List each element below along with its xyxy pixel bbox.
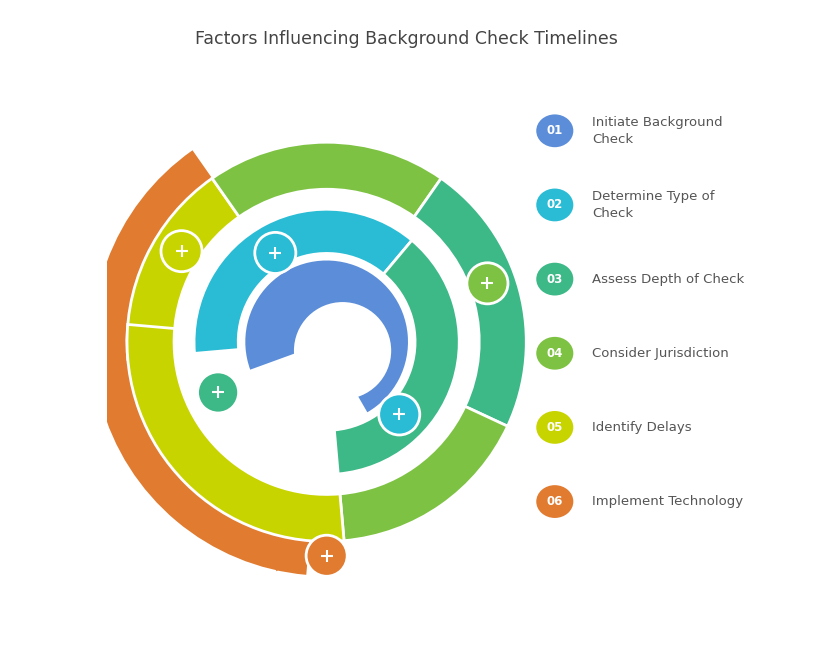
Circle shape [467,263,508,304]
Text: 02: 02 [546,199,563,211]
Text: Factors Influencing Background Check Timelines: Factors Influencing Background Check Tim… [195,30,618,48]
Wedge shape [127,324,344,542]
Circle shape [161,230,202,271]
Ellipse shape [537,115,573,147]
Circle shape [174,189,479,495]
Circle shape [254,232,296,273]
Circle shape [294,302,391,399]
Wedge shape [246,261,408,412]
Text: Consider Jurisdiction: Consider Jurisdiction [592,347,728,359]
Circle shape [238,254,415,430]
Text: 05: 05 [546,421,563,434]
Text: 04: 04 [546,347,563,359]
Ellipse shape [537,485,573,518]
Wedge shape [340,406,507,541]
Wedge shape [414,178,526,426]
Wedge shape [212,142,441,217]
Text: 01: 01 [546,124,563,137]
Wedge shape [127,178,239,359]
Ellipse shape [537,411,573,444]
Text: Determine Type of
Check: Determine Type of Check [592,190,715,220]
Polygon shape [276,529,308,571]
Wedge shape [194,209,412,354]
Text: Identify Delays: Identify Delays [592,421,692,434]
Ellipse shape [537,189,573,221]
Wedge shape [93,150,310,575]
Ellipse shape [537,337,573,369]
Text: Assess Depth of Check: Assess Depth of Check [592,273,744,285]
Ellipse shape [537,263,573,295]
Wedge shape [334,240,459,474]
Circle shape [379,394,420,435]
Circle shape [307,535,347,577]
Circle shape [198,372,239,413]
Text: 06: 06 [546,495,563,508]
Text: 03: 03 [546,273,563,285]
Text: Initiate Background
Check: Initiate Background Check [592,116,723,146]
Text: Implement Technology: Implement Technology [592,495,743,508]
